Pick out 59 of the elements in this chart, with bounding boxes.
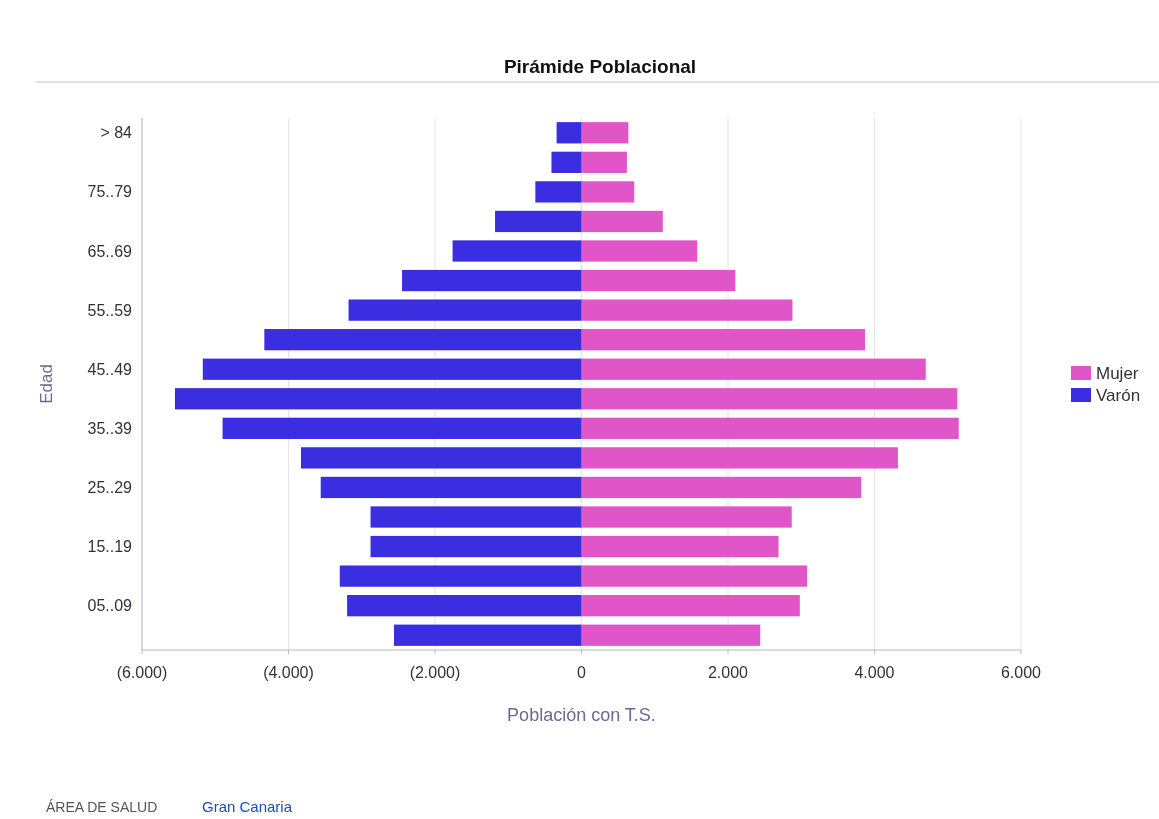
bar (535, 181, 582, 203)
bar (581, 122, 629, 144)
bar (300, 447, 582, 469)
bar (347, 595, 582, 617)
bar (581, 506, 792, 528)
bar (339, 565, 582, 587)
bar (174, 388, 582, 410)
text: Gran Canaria (202, 798, 293, 815)
y-tick-label: 75..79 (87, 183, 133, 201)
bar (222, 417, 582, 439)
bar (452, 240, 582, 262)
y-tick-label: 25..29 (87, 479, 133, 497)
y-tick-label: 05..09 (87, 597, 133, 615)
x-tick-label: (6.000) (116, 664, 168, 681)
y-axis-title: Edad (37, 364, 56, 404)
x-tick-label: 6.000 (1000, 664, 1042, 681)
y-tick-label: 55..59 (87, 301, 133, 319)
x-tick-label: (4.000) (263, 664, 314, 681)
y-tick-label: 35..39 (87, 419, 133, 437)
bar (556, 122, 582, 144)
bar (393, 624, 582, 646)
bar (581, 595, 800, 617)
y-tick-label: > 84 (100, 124, 133, 142)
x-axis-title: Población con T.S. (507, 705, 656, 725)
x-tick-label: 2.000 (707, 664, 749, 681)
bar (581, 181, 635, 203)
bar (581, 624, 761, 646)
bar (581, 447, 898, 469)
bar (370, 506, 582, 528)
legend-label: Varón (1096, 385, 1141, 405)
bar (581, 329, 865, 351)
bar (581, 151, 627, 173)
bar (581, 240, 698, 262)
legend-label: Mujer (1096, 363, 1139, 383)
x-tick-label: 4.000 (854, 664, 895, 681)
bar (348, 299, 582, 321)
bar (581, 358, 926, 380)
bar (320, 476, 582, 499)
x-tick-label: 0 (577, 664, 587, 681)
bar (581, 269, 736, 292)
bar (581, 388, 958, 410)
chart-title: Pirámide Poblacional (503, 56, 697, 77)
bar (264, 329, 582, 351)
y-tick-label: 15..19 (87, 538, 133, 556)
bar (581, 476, 862, 499)
bar (495, 210, 582, 233)
bar (370, 535, 582, 558)
x-tick-label: (2.000) (409, 664, 461, 681)
bar (402, 269, 582, 292)
y-tick-label: 45..49 (87, 360, 133, 378)
bar (581, 210, 663, 233)
text: ÁREA DE SALUD (46, 799, 158, 815)
bar (581, 417, 959, 439)
bar (202, 358, 582, 380)
bar (581, 535, 779, 558)
bar (581, 565, 808, 587)
bar (551, 151, 582, 173)
y-tick-label: 65..69 (87, 242, 133, 260)
bar (581, 299, 793, 321)
